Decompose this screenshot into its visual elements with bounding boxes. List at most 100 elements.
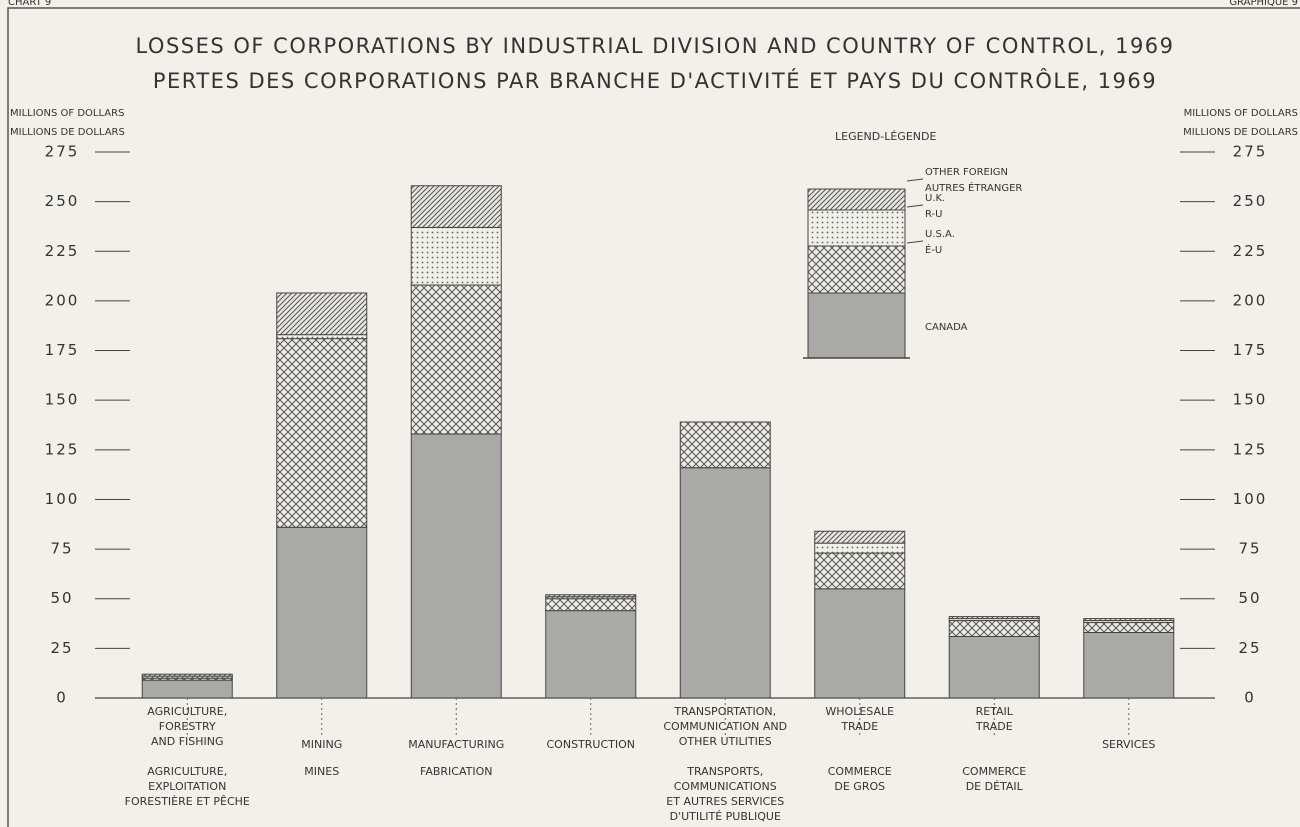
legend-swatch	[807, 292, 906, 359]
x-tick-label-fr: DE GROS	[834, 780, 885, 793]
bar-segment	[276, 334, 368, 340]
chart-label-fr: GRAPHIQUE 9	[1229, 0, 1298, 8]
x-tick-label-fr: DE DÉTAIL	[966, 780, 1024, 793]
legend-label: CANADA	[925, 322, 968, 333]
legend-swatch	[807, 188, 906, 211]
x-tick-label-fr: COMMUNICATIONS	[674, 780, 777, 793]
legend-label-fr: AUTRES ÉTRANGER	[925, 181, 1022, 194]
legend-arrow	[906, 178, 924, 182]
bar-segment	[141, 679, 233, 699]
bar-segment	[410, 185, 502, 228]
y2-axis-label: MILLIONS OF DOLLARS	[1184, 108, 1298, 119]
y-tick-label: 150	[45, 391, 80, 409]
legend-title: LEGEND-LÉGENDE	[835, 130, 936, 143]
bar-segment	[1083, 618, 1175, 622]
x-tick-label-fr: COMMERCE	[962, 765, 1026, 778]
y2-tick-label: 150	[1233, 391, 1268, 409]
bar-segment	[141, 673, 233, 677]
x-tick-label: WHOLESALE	[825, 705, 894, 718]
y2-tick-label: 25	[1238, 639, 1261, 657]
y2-tick-label: 225	[1233, 242, 1268, 260]
x-tick-label: COMMUNICATION AND	[663, 720, 787, 733]
y-tick-label: 225	[45, 242, 80, 260]
bar-segment	[545, 598, 637, 612]
bar-segment	[276, 292, 368, 336]
x-tick-label: OTHER UTILITIES	[679, 735, 772, 748]
y2-tick-label: 200	[1233, 291, 1268, 309]
x-tick-label: AGRICULTURE,	[147, 705, 227, 718]
y-tick-label: 0	[56, 689, 68, 707]
y2-tick-label: 0	[1244, 689, 1256, 707]
legend-swatch	[807, 245, 906, 294]
bar-segment	[545, 610, 637, 699]
bar-segment	[814, 530, 906, 544]
x-tick-label: MANUFACTURING	[408, 738, 504, 751]
legend-label: U.S.A.	[925, 229, 955, 240]
y2-tick-label: 125	[1233, 440, 1268, 458]
x-tick-label-fr: ET AUTRES SERVICES	[666, 795, 784, 808]
y2-axis-label-fr: MILLIONS DE DOLLARS	[1183, 127, 1298, 138]
y-tick-label: 275	[45, 143, 80, 161]
x-tick-label: TRADE	[840, 720, 878, 733]
y2-tick-label: 50	[1238, 589, 1261, 607]
bar-segment	[545, 594, 637, 598]
y-axis-label: MILLIONS OF DOLLARS	[10, 108, 124, 119]
y2-tick-label: 275	[1233, 143, 1268, 161]
bar-segment	[814, 552, 906, 590]
y2-tick-label: 250	[1233, 192, 1268, 210]
y-tick-label: 125	[45, 440, 80, 458]
bar-segment	[410, 433, 502, 699]
x-tick-label: RETAIL	[976, 705, 1014, 718]
legend-label-fr: R-U	[925, 209, 942, 220]
bar-segment	[679, 467, 771, 699]
y2-tick-label: 75	[1238, 540, 1261, 558]
y-tick-label: 25	[50, 639, 73, 657]
x-tick-label-fr: AGRICULTURE,	[147, 765, 227, 778]
bar-segment	[814, 588, 906, 699]
bar-segment	[410, 226, 502, 286]
x-tick-label: SERVICES	[1102, 738, 1155, 751]
y2-tick-label: 175	[1233, 341, 1268, 359]
frame	[7, 7, 1300, 827]
x-tick-label: CONSTRUCTION	[547, 738, 636, 751]
x-tick-label: MINING	[301, 738, 342, 751]
bar-segment	[948, 620, 1040, 637]
x-tick-label: FORESTRY	[159, 720, 216, 733]
y-tick-label: 175	[45, 341, 80, 359]
y-tick-label: 100	[45, 490, 80, 508]
chart-label: CHART 9	[8, 0, 51, 8]
x-tick-label: AND FISHING	[151, 735, 224, 748]
y-tick-label: 250	[45, 192, 80, 210]
chart-title-fr: PERTES DES CORPORATIONS PAR BRANCHE D'AC…	[153, 68, 1157, 93]
bar-segment	[948, 616, 1040, 620]
x-tick-label-fr: TRANSPORTS,	[686, 765, 763, 778]
x-tick-label-fr: D'UTILITÉ PUBLIQUE	[670, 810, 781, 823]
x-tick-label-fr: MINES	[304, 765, 339, 778]
y-tick-label: 200	[45, 291, 80, 309]
y2-tick-label: 100	[1233, 490, 1268, 508]
bar-segment	[1083, 622, 1175, 633]
x-tick-label: TRADE	[975, 720, 1013, 733]
legend-label: U.K.	[925, 193, 945, 204]
x-tick-label-fr: COMMERCE	[828, 765, 892, 778]
bar-segment	[948, 635, 1040, 699]
x-tick-label-fr: FABRICATION	[420, 765, 492, 778]
bar-segment	[1083, 631, 1175, 699]
x-tick-label-fr: EXPLOITATION	[148, 780, 226, 793]
bar-segment	[814, 542, 906, 554]
legend-swatch	[807, 209, 906, 247]
x-tick-label: TRANSPORTATION,	[673, 705, 776, 718]
chart-title: LOSSES OF CORPORATIONS BY INDUSTRIAL DIV…	[135, 34, 1174, 58]
bar-segment	[276, 526, 368, 699]
y-axis-label-fr: MILLIONS DE DOLLARS	[10, 127, 125, 138]
legend-label-fr: É-U	[925, 243, 942, 256]
legend-arrow	[906, 240, 924, 244]
bar-segment	[410, 284, 502, 435]
y-tick-label: 75	[50, 540, 73, 558]
y-tick-label: 50	[50, 589, 73, 607]
legend-arrow	[906, 204, 924, 208]
legend-label: OTHER FOREIGN	[925, 167, 1008, 178]
bar-segment	[679, 421, 771, 469]
bar-segment	[276, 338, 368, 528]
